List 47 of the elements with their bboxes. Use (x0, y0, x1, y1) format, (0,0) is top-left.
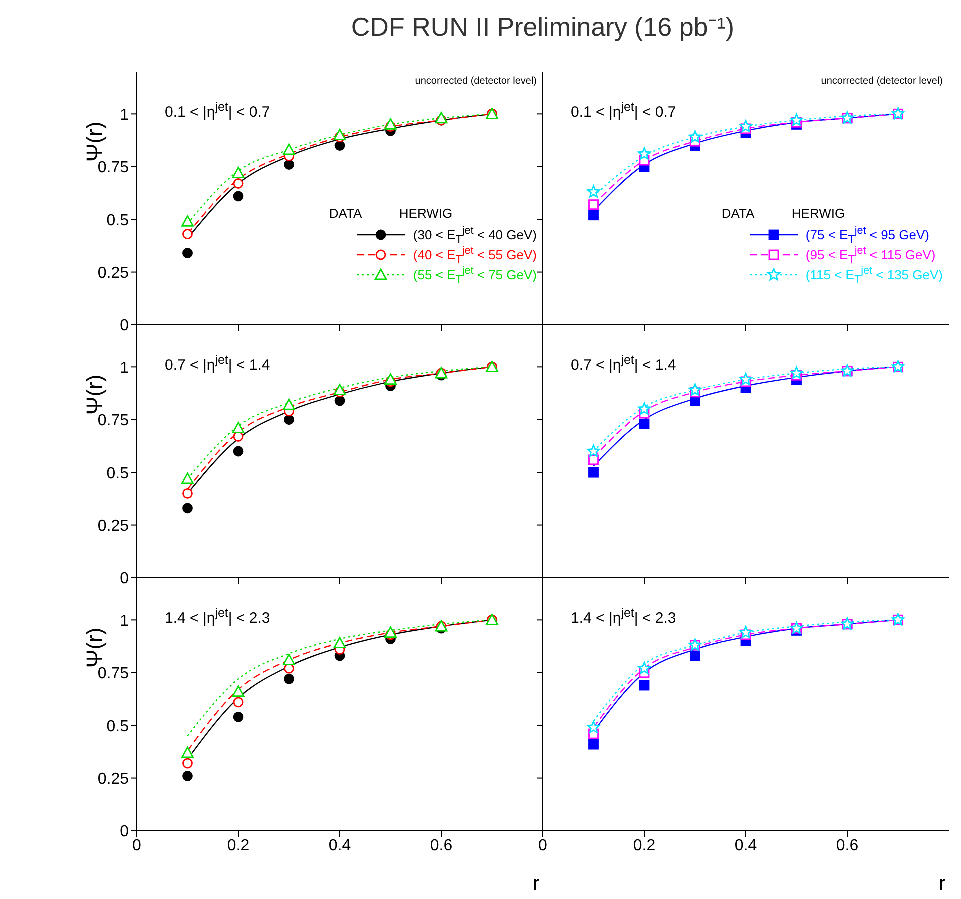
annotation: HERWIG (399, 206, 453, 221)
x-tick-label: 0.4 (734, 837, 758, 854)
y-tick-label: 1 (120, 612, 130, 630)
legend-label: (40 < E$_{T}$$^{jet}$ < 55 GeV) (413, 244, 537, 266)
text: 1.4 < |η$^{jet}$| < 2.3 (571, 606, 676, 627)
chart-title: CDF RUN II Preliminary (16 pb⁻¹) (350, 11, 736, 44)
annotation: DATA (722, 206, 756, 221)
y-axis-title: Ψ(r) (82, 628, 107, 668)
y-tick-label: 0.25 (98, 770, 130, 788)
legend-label: (75 < E$_{T}$$^{jet}$ < 95 GeV) (806, 224, 930, 246)
y-tick-label: 0.75 (98, 666, 130, 683)
x-tick-label: 0.2 (227, 837, 250, 854)
x-tick-label: 0.2 (633, 837, 656, 854)
y-tick-label: 0.5 (106, 465, 130, 482)
y-tick-label: 1 (120, 106, 130, 124)
annotation: uncorrected (detector level) (821, 76, 943, 87)
text: 0.7 < |η$^{jet}$| < 1.4 (165, 353, 270, 374)
y-tick-label: 0.5 (106, 212, 130, 230)
y-tick-label: 0.75 (98, 160, 130, 177)
annotation: HERWIG (792, 206, 846, 221)
annotation: uncorrected (detector level) (415, 76, 537, 87)
x-tick-label: 0 (538, 837, 548, 854)
x-tick-label: 0.4 (328, 837, 352, 854)
legend-label: (30 < E$_{T}$$^{jet}$ < 40 GeV) (413, 224, 537, 246)
y-tick-label: 0.25 (98, 518, 130, 535)
y-axis-title: Ψ(r) (82, 374, 107, 416)
legend-label: (55 < E$_{T}$$^{jet}$ < 75 GeV) (413, 264, 537, 286)
text: 0.1 < |η$^{jet}$| < 0.7 (571, 100, 676, 121)
legend-label: (95 < E$_{T}$$^{jet}$ < 115 GeV) (806, 244, 936, 266)
y-axis-title: Ψ(r) (82, 122, 107, 162)
x-tick-label: 0 (132, 837, 142, 854)
y-tick-label: 1 (120, 360, 130, 377)
y-tick-label: 0 (120, 318, 130, 335)
text: 0.1 < |η$^{jet}$| < 0.7 (165, 100, 270, 121)
y-tick-label: 0.5 (106, 718, 130, 736)
x-axis-title: r (939, 873, 946, 896)
x-axis-title: r (533, 873, 540, 896)
y-tick-label: 0.25 (98, 264, 130, 282)
text: 1.4 < |η$^{jet}$| < 2.3 (165, 606, 270, 627)
y-tick-label: 0.75 (98, 412, 130, 430)
text: 0.7 < |η$^{jet}$| < 1.4 (571, 353, 676, 374)
y-tick-label: 0 (120, 824, 130, 841)
legend-label: (115 < E$_{T}$$^{jet}$ < 135 GeV) (806, 264, 943, 286)
x-tick-label: 0.6 (430, 837, 453, 854)
y-tick-label: 0 (120, 570, 130, 588)
annotation: DATA (329, 206, 364, 221)
x-tick-label: 0.6 (836, 837, 859, 854)
